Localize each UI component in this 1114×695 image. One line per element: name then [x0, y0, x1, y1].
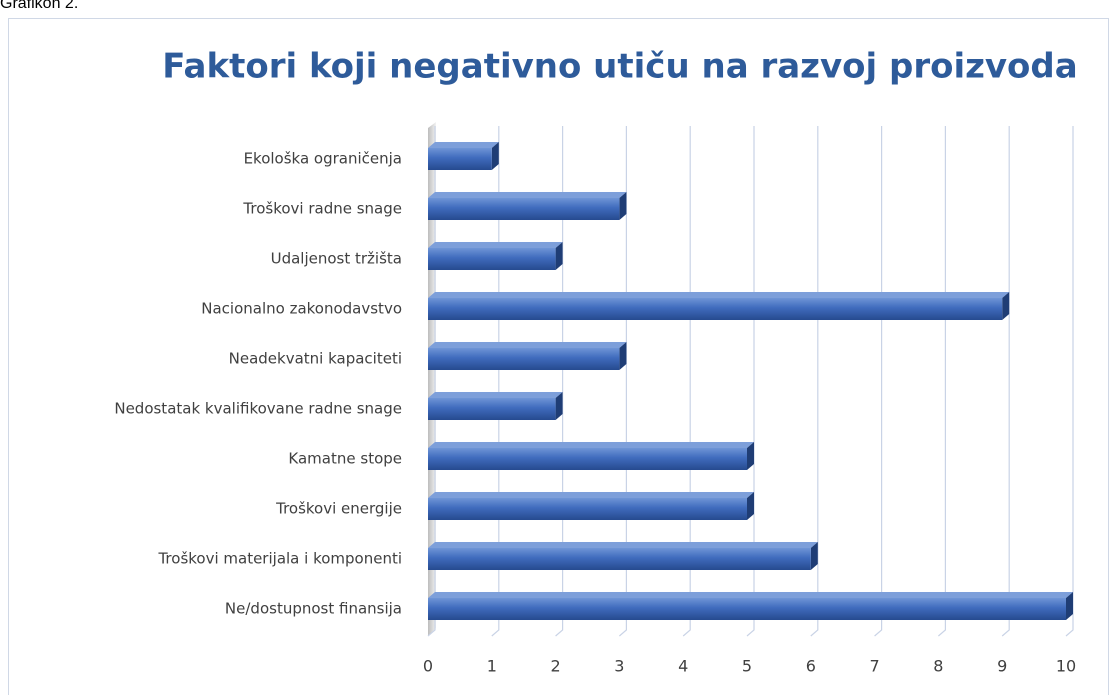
- grid-line: [1001, 126, 1010, 637]
- bar-top: [428, 142, 499, 148]
- y-tick-label: Troškovi materijala i komponenti: [157, 550, 402, 568]
- bar: [428, 298, 1003, 320]
- bar-top: [428, 492, 754, 498]
- x-tick-label: 0: [423, 657, 433, 676]
- chart-title: Faktori koji negativno utiču na razvoj p…: [162, 47, 1077, 87]
- y-tick-label: Ekološka ograničenja: [244, 150, 402, 168]
- y-tick-label: Udaljenost tržišta: [271, 250, 402, 268]
- bar: [428, 198, 620, 220]
- bar-top: [428, 292, 1010, 298]
- x-tick-label: 6: [806, 657, 816, 676]
- y-tick-label: Ne/dostupnost finansija: [225, 600, 402, 618]
- bar: [428, 248, 556, 270]
- bar-end: [619, 342, 627, 370]
- bar-end: [619, 192, 627, 220]
- x-tick-label: 4: [678, 657, 688, 676]
- bar-end: [491, 142, 499, 170]
- bar-top: [428, 392, 563, 398]
- bar: [428, 348, 620, 370]
- bar: [428, 498, 747, 520]
- bar: [428, 398, 556, 420]
- bar-top: [428, 342, 627, 348]
- x-tick-label: 9: [997, 657, 1007, 676]
- bar-end: [810, 542, 818, 570]
- x-tick-label: 5: [742, 657, 752, 676]
- y-tick-label: Troškovi radne snage: [242, 200, 402, 218]
- y-tick-label: Troškovi energije: [275, 500, 402, 518]
- x-tick-label: 7: [870, 657, 880, 676]
- bar-end: [555, 242, 563, 270]
- bar-top: [428, 542, 818, 548]
- bar: [428, 148, 492, 170]
- x-tick-label: 3: [614, 657, 624, 676]
- bar-top: [428, 592, 1073, 598]
- x-tick-label: 8: [933, 657, 943, 676]
- caption: Grafikon 2.: [0, 0, 78, 12]
- bar: [428, 448, 747, 470]
- chart-frame: [8, 18, 1109, 695]
- bar: [428, 598, 1066, 620]
- y-tick-label: Nedostatak kvalifikovane radne snage: [114, 400, 402, 418]
- bar-end: [1066, 592, 1073, 620]
- y-tick-label: Nacionalno zakonodavstvo: [201, 300, 402, 318]
- bar-top: [428, 442, 754, 448]
- y-tick-label: Kamatne stope: [288, 450, 402, 468]
- bar-end: [555, 392, 563, 420]
- bar-end: [1002, 292, 1010, 320]
- bar-top: [428, 242, 563, 248]
- grid-line: [938, 126, 947, 637]
- bar-end: [747, 492, 754, 520]
- grid-line: [874, 126, 883, 637]
- bar-top: [428, 192, 627, 198]
- grid-line: [1065, 126, 1074, 637]
- bar: [428, 548, 811, 570]
- y-tick-label: Neadekvatni kapaciteti: [229, 350, 402, 368]
- x-tick-label: 1: [487, 657, 497, 676]
- x-tick-label: 10: [1056, 657, 1076, 676]
- x-tick-label: 2: [551, 657, 561, 676]
- bar-end: [747, 442, 754, 470]
